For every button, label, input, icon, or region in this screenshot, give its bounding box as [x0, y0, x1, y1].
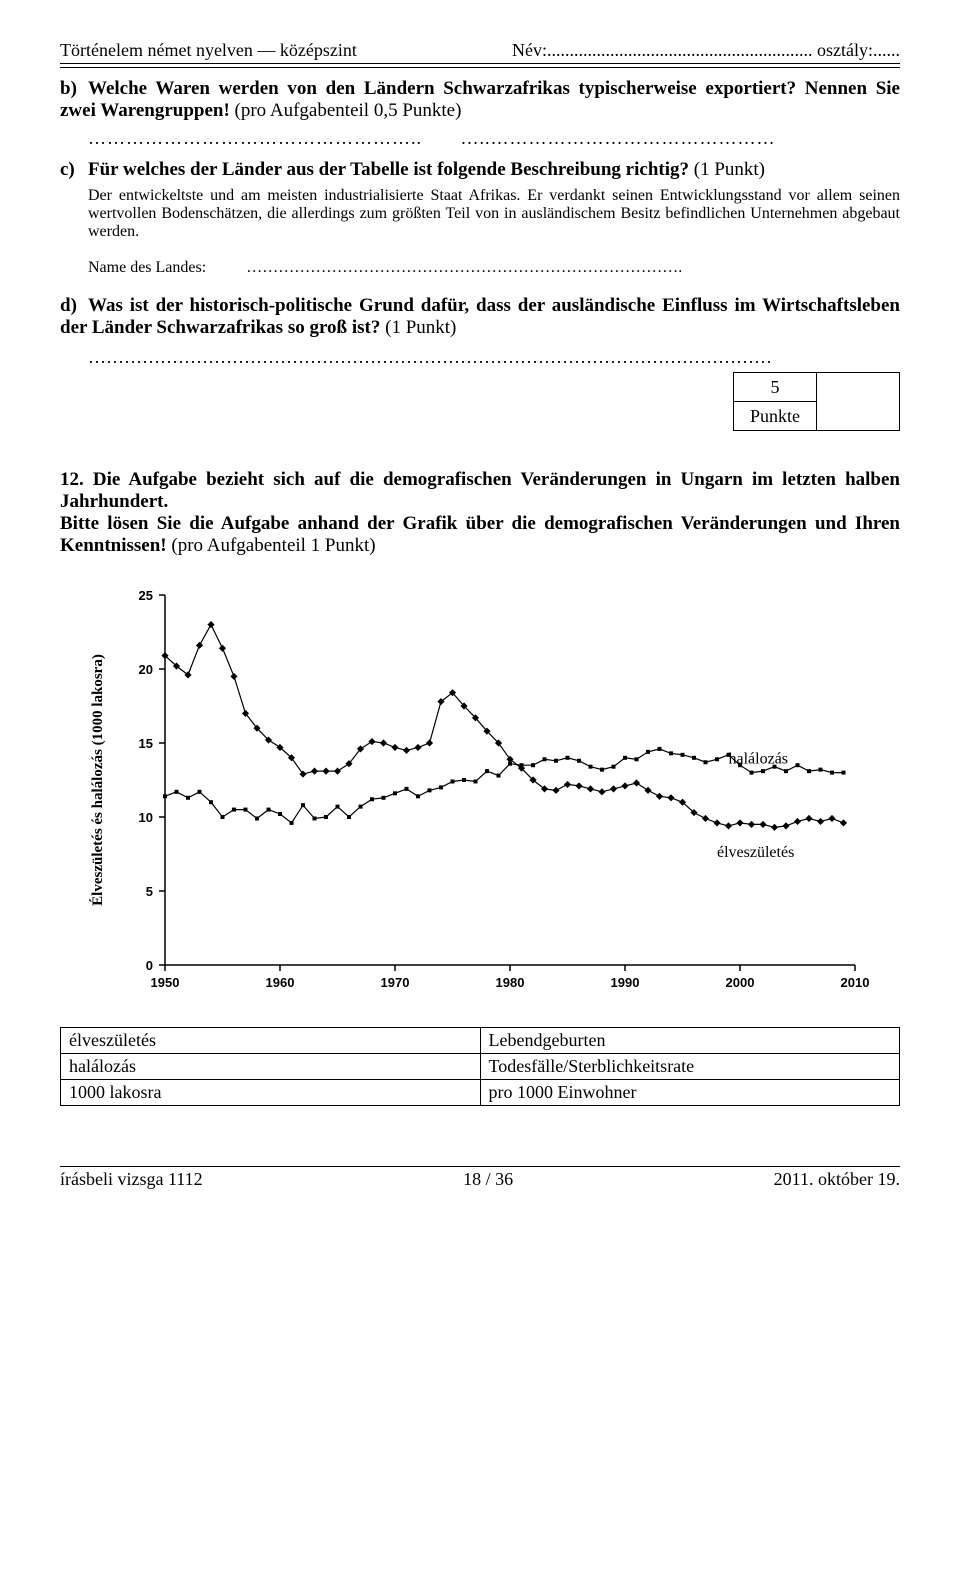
glossary-row: 1000 lakosrapro 1000 Einwohner: [61, 1080, 900, 1106]
glossary-table: élveszületésLebendgeburtenhalálozásTodes…: [60, 1027, 900, 1106]
task-12-points: (pro Aufgabenteil 1 Punkt): [171, 535, 375, 556]
question-c-description: Der entwickeltste und am meisten industr…: [88, 187, 900, 241]
points-label: Punkte: [734, 402, 817, 431]
glossary-hu: halálozás: [61, 1054, 481, 1080]
page-header: Történelem német nyelven — középszint Né…: [60, 40, 900, 61]
question-c: c)Für welches der Länder aus der Tabelle…: [60, 159, 900, 181]
points-value: 5: [734, 373, 817, 402]
glossary-de: Todesfälle/Sterblichkeitsrate: [480, 1054, 900, 1080]
header-name-field: Név:....................................…: [512, 40, 900, 61]
svg-text:halálozás: halálozás: [729, 751, 789, 768]
svg-text:5: 5: [146, 884, 153, 899]
svg-text:1980: 1980: [496, 975, 525, 990]
glossary-row: élveszületésLebendgeburten: [61, 1028, 900, 1054]
svg-text:10: 10: [139, 810, 153, 825]
question-d-points: (1 Punkt): [385, 317, 456, 338]
header-subject: Történelem német nyelven — középszint: [60, 40, 357, 61]
svg-text:20: 20: [139, 662, 153, 677]
demographic-chart: 0 5 10 15 20 25 1950 1960 1970 1980 1990 2000 2010 Él…: [60, 575, 900, 1015]
task-12: 12. Die Aufgabe bezieht sich auf die dem…: [60, 469, 900, 557]
question-d: d)Was ist der historisch-politische Grun…: [60, 295, 900, 339]
question-d-text: Was ist der historisch-politische Grund …: [60, 295, 900, 338]
points-box: 5 Punkte: [733, 372, 900, 431]
svg-text:15: 15: [139, 736, 153, 751]
footer-rule: [60, 1166, 900, 1167]
glossary-de: pro 1000 Einwohner: [480, 1080, 900, 1106]
question-c-label: c): [60, 159, 88, 181]
svg-text:2010: 2010: [841, 975, 870, 990]
points-blank: [817, 373, 900, 431]
footer-left: írásbeli vizsga 1112: [60, 1169, 203, 1190]
glossary-row: halálozásTodesfälle/Sterblichkeitsrate: [61, 1054, 900, 1080]
footer-center: 18 / 36: [463, 1169, 513, 1190]
question-c-answer-line: Name des Landes: ………………………………………………………………: [88, 259, 900, 277]
svg-text:2000: 2000: [726, 975, 755, 990]
glossary-de: Lebendgeburten: [480, 1028, 900, 1054]
svg-text:1960: 1960: [266, 975, 295, 990]
svg-text:1990: 1990: [611, 975, 640, 990]
question-b-label: b): [60, 78, 88, 100]
svg-text:Élveszületés és halálozás (100: Élveszületés és halálozás (1000 lakosra): [89, 654, 106, 906]
question-b-points: (pro Aufgabenteil 0,5 Punkte): [235, 100, 462, 121]
svg-text:25: 25: [139, 588, 153, 603]
question-b-text: Welche Waren werden von den Ländern Schw…: [60, 78, 900, 121]
glossary-hu: élveszületés: [61, 1028, 481, 1054]
question-c-text: Für welches der Länder aus der Tabelle i…: [88, 159, 694, 180]
footer-right: 2011. október 19.: [774, 1169, 900, 1190]
question-c-points: (1 Punkt): [694, 159, 765, 180]
glossary-hu: 1000 lakosra: [61, 1080, 481, 1106]
question-d-answer-line: ……………………………………………………………………………………………………: [88, 347, 900, 368]
svg-text:1950: 1950: [151, 975, 180, 990]
task-12-line1: 12. Die Aufgabe bezieht sich auf die dem…: [60, 469, 900, 512]
question-b: b)Welche Waren werden von den Ländern Sc…: [60, 78, 900, 122]
svg-text:élveszületés: élveszületés: [717, 844, 794, 861]
question-d-label: d): [60, 295, 88, 317]
svg-text:1970: 1970: [381, 975, 410, 990]
header-rule: [60, 63, 900, 68]
question-b-answer-lines: …………………………………………….. …..………………………………………: [88, 128, 900, 149]
svg-text:0: 0: [146, 958, 153, 973]
page-footer: írásbeli vizsga 1112 18 / 36 2011. októb…: [60, 1169, 900, 1190]
